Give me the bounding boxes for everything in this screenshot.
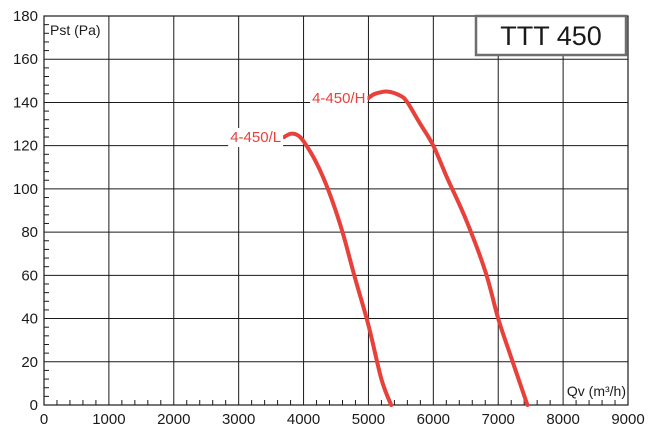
x-tick-label: 9000 (611, 411, 644, 428)
y-tick-label: 140 (13, 94, 38, 111)
x-tick-label: 8000 (546, 411, 579, 428)
y-tick-label: 60 (21, 267, 38, 284)
plot-frame (43, 15, 629, 406)
y-tick-label: 100 (13, 181, 38, 198)
series: 4-450/L 4-450/H (228, 89, 530, 407)
y-tick-label: 0 (30, 397, 38, 414)
series-4-450-h: 4-450/H (310, 89, 530, 407)
x-tick-label: 3000 (222, 411, 255, 428)
y-axis-label: Pst (Pa) (50, 22, 101, 38)
y-tick-label: 180 (13, 8, 38, 25)
grid (44, 16, 628, 405)
series-4-450-l: 4-450/L (228, 128, 394, 407)
y-tick-label: 80 (21, 224, 38, 241)
y-tick-label: 160 (13, 51, 38, 68)
series-label-background (310, 89, 368, 109)
model-title: TTT 450 (500, 21, 602, 51)
series-label: 4-450/L (230, 129, 281, 146)
x-tick-label: 7000 (482, 411, 515, 428)
minor-ticks (44, 24, 616, 405)
y-tick-label: 20 (21, 354, 38, 371)
x-tick-label: 4000 (287, 411, 320, 428)
x-tick-label: 0 (40, 411, 48, 428)
x-tick-label: 5000 (352, 411, 385, 428)
model-title-box: TTT 450 (474, 14, 628, 57)
series-line (366, 89, 530, 407)
x-axis-ticks: 0 1000 2000 3000 4000 5000 6000 7000 8000 9000 (40, 411, 645, 428)
series-label-background (228, 128, 284, 148)
y-axis-ticks: 0 20 40 60 80 100 120 140 160 180 (13, 8, 38, 414)
x-axis-label: Qv (m³/h) (567, 383, 626, 399)
x-tick-label: 1000 (92, 411, 125, 428)
y-tick-label: 40 (21, 311, 38, 328)
series-line (282, 131, 394, 407)
y-tick-label: 120 (13, 138, 38, 155)
x-tick-label: 2000 (157, 411, 190, 428)
series-label: 4-450/H (312, 90, 365, 107)
x-tick-label: 6000 (417, 411, 450, 428)
